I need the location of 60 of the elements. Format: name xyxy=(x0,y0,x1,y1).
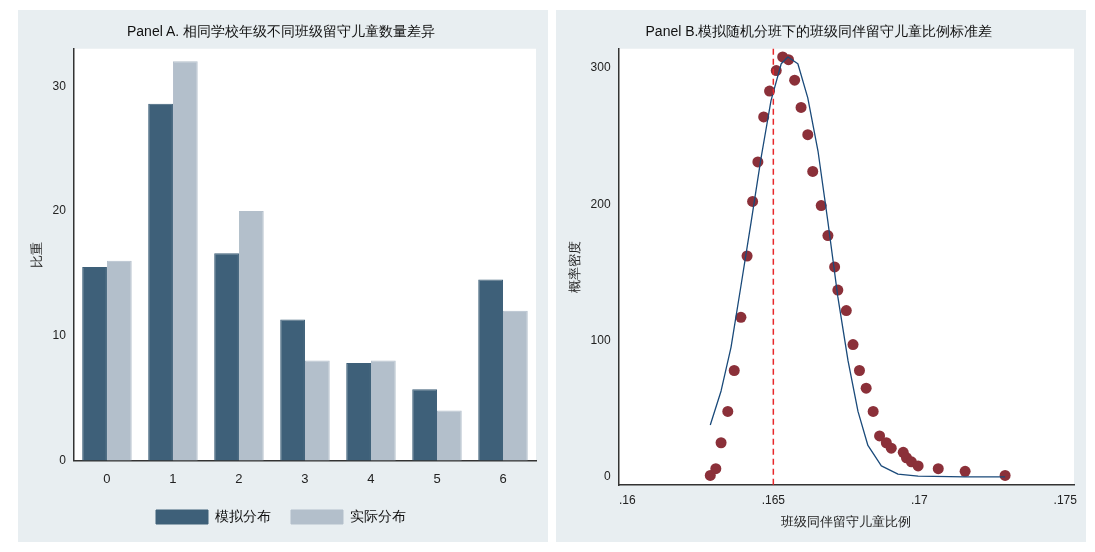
y-tick-label: 20 xyxy=(52,203,67,218)
bar xyxy=(304,360,330,461)
x-tick-label: 3 xyxy=(301,470,309,486)
bar xyxy=(82,267,107,461)
x-tick-label: 5 xyxy=(433,470,441,486)
bar xyxy=(346,363,371,461)
x-tick-label: 4 xyxy=(367,470,375,486)
point xyxy=(847,339,859,351)
x-tick-label: .175 xyxy=(1053,492,1078,507)
y-tick-label: 100 xyxy=(590,332,611,347)
x-tick-label: .17 xyxy=(910,492,928,507)
y-tick-label: 30 xyxy=(52,78,67,93)
point xyxy=(802,129,814,141)
point xyxy=(789,74,801,86)
x-tick-label: 6 xyxy=(499,470,507,486)
point xyxy=(885,442,897,454)
x-tick-label: 1 xyxy=(169,470,177,486)
point xyxy=(710,463,722,475)
bar xyxy=(148,103,173,461)
point xyxy=(807,165,819,177)
point xyxy=(999,469,1011,481)
x-tick-label: .165 xyxy=(761,492,786,507)
bar xyxy=(503,310,528,461)
x-tick-label: .16 xyxy=(619,492,637,507)
bar xyxy=(370,360,396,461)
x-tick-label: 0 xyxy=(103,470,111,486)
bar xyxy=(280,319,305,461)
point xyxy=(728,365,740,376)
bar xyxy=(238,210,264,461)
bar xyxy=(412,389,437,461)
point xyxy=(932,463,944,475)
bar xyxy=(106,260,132,461)
x-tick-label: 2 xyxy=(235,470,243,486)
point xyxy=(860,382,872,394)
y-tick-label: 200 xyxy=(590,196,611,211)
point xyxy=(840,305,852,317)
y-axis-title: 概率密度 xyxy=(567,240,583,293)
y-tick-label: 0 xyxy=(59,452,67,467)
bar xyxy=(478,279,503,461)
bar xyxy=(172,61,198,461)
bar xyxy=(436,410,462,461)
point xyxy=(867,405,879,417)
point xyxy=(722,405,734,417)
chart-title: Panel A. 相同学校年级不同班级留守儿童数量差异 xyxy=(126,23,436,40)
point xyxy=(912,460,924,472)
bar xyxy=(214,253,239,461)
point xyxy=(959,465,971,477)
legend-label: 模拟分布 xyxy=(215,507,271,524)
point xyxy=(795,101,807,113)
legend-label: 实际分布 xyxy=(350,507,406,524)
chart-title: Panel B.模拟随机分班下的班级同伴留守儿童比例标准差 xyxy=(645,23,993,40)
y-tick-label: 300 xyxy=(590,60,611,75)
point xyxy=(715,437,727,449)
y-tick-label: 10 xyxy=(52,327,67,342)
x-axis-title: 班级同伴留守儿童比例 xyxy=(781,513,912,529)
point xyxy=(853,365,865,376)
point xyxy=(735,311,747,323)
point xyxy=(874,430,886,442)
point xyxy=(815,200,827,212)
y-axis-title: 比重 xyxy=(29,241,45,268)
